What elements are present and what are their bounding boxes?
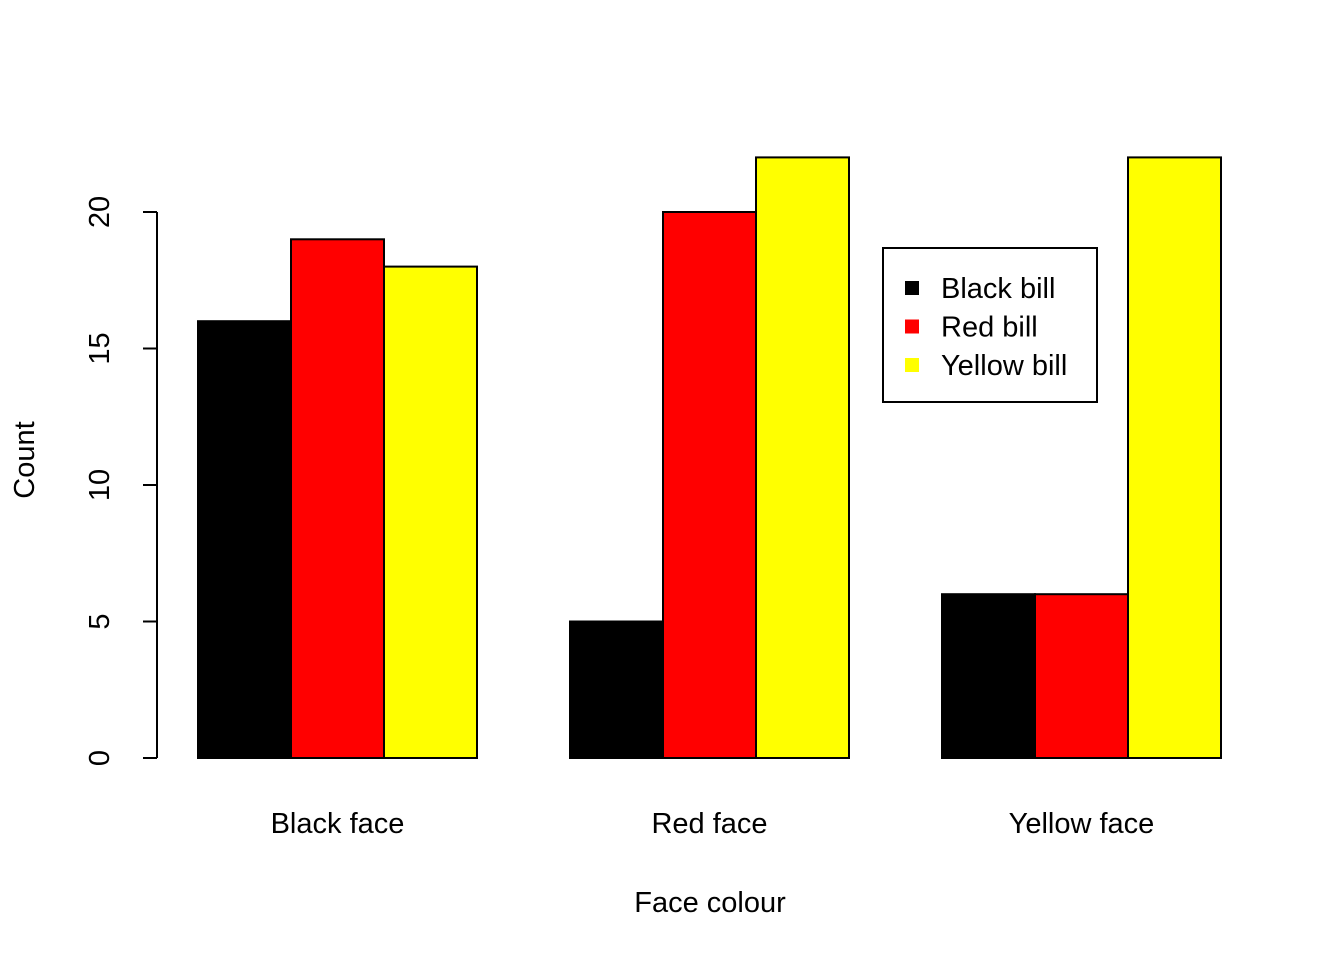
y-tick-label-0: 0 [84, 750, 116, 766]
legend-label-0: Black bill [941, 273, 1055, 305]
bar-0-1 [290, 238, 385, 760]
legend-label-1: Red bill [941, 312, 1038, 344]
bar-2-0 [941, 593, 1036, 760]
legend-swatch-2 [905, 358, 919, 372]
bars-group [197, 156, 1222, 760]
y-axis-title: Count [9, 421, 41, 498]
legend-swatch-0 [905, 281, 919, 295]
y-axis: 0 5 10 15 20 [84, 196, 158, 766]
x-category-label-0: Black face [271, 808, 405, 840]
legend-items: Black bill Red bill Yellow bill [905, 273, 1067, 382]
legend-swatch-1 [905, 319, 919, 334]
legend: Black bill Red bill Yellow bill [882, 247, 1098, 403]
bar-0-0 [197, 320, 292, 759]
y-tick-label-2: 10 [84, 469, 116, 501]
x-axis-title: Face colour [634, 887, 786, 919]
x-category-label-2: Yellow face [1009, 808, 1155, 840]
y-tick-label-3: 15 [84, 332, 116, 364]
bar-1-0 [569, 620, 664, 759]
bar-2-1 [1034, 593, 1129, 760]
x-category-label-1: Red face [651, 808, 767, 840]
bar-0-2 [383, 265, 478, 759]
y-tick-label-1: 5 [84, 613, 116, 629]
bar-1-2 [755, 156, 850, 759]
legend-label-2: Yellow bill [941, 350, 1067, 382]
y-tick-label-4: 20 [84, 196, 116, 228]
bar-1-1 [662, 211, 757, 759]
bar-2-2 [1127, 156, 1222, 759]
x-axis-category-labels: Black face Red face Yellow face [271, 808, 1155, 840]
